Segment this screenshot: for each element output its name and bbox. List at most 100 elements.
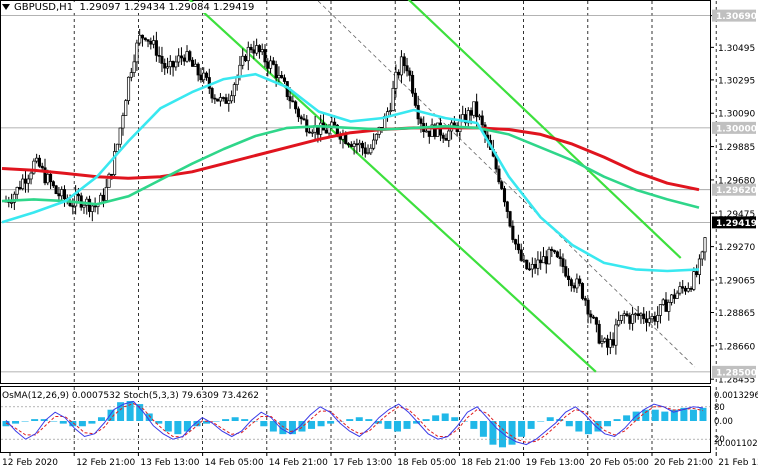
candle-body	[15, 187, 19, 195]
indicator-title: OsMA(12,26,9) 0.0007532 Stoch(5,3,3) 79.…	[2, 391, 259, 401]
candle-body	[369, 147, 373, 154]
osma-bar	[164, 421, 172, 432]
osma-bar	[288, 421, 296, 435]
candle-body	[372, 139, 376, 149]
candle-body	[291, 100, 295, 103]
osma-bar	[393, 421, 401, 432]
candle-body	[569, 279, 573, 286]
candle-body	[199, 74, 203, 81]
candle-body	[553, 250, 557, 253]
moving-averages	[1, 72, 700, 273]
candle-body	[182, 57, 186, 62]
candle-body	[475, 101, 479, 118]
candle-body	[110, 173, 114, 176]
candle-body	[592, 316, 596, 319]
candle-body	[74, 193, 78, 207]
candle-body	[274, 64, 278, 79]
candle-body	[149, 40, 153, 45]
candle-body	[658, 304, 662, 316]
candle-body	[603, 338, 607, 342]
candle-body	[299, 116, 303, 120]
candle-body	[152, 40, 156, 45]
candle-body	[37, 157, 41, 167]
stoch-signal-line	[5, 403, 704, 443]
candle-body	[528, 268, 532, 271]
price-tick-label: 1.29270	[718, 243, 755, 253]
price-tick-label: 1.28455	[718, 376, 755, 386]
candle-body	[575, 278, 579, 289]
candle-body	[447, 130, 451, 141]
candle-body	[605, 338, 610, 348]
osma-bar	[403, 421, 411, 429]
candle-body	[204, 72, 209, 78]
osma-bar	[384, 421, 392, 429]
candle-body	[683, 287, 688, 292]
candle-body	[639, 313, 643, 317]
candle-body	[502, 188, 507, 203]
osma-bar	[269, 421, 277, 432]
osma-bar	[222, 419, 230, 421]
candle-body	[118, 127, 122, 145]
candle-body	[160, 55, 164, 64]
candle-body	[185, 51, 189, 62]
price-axis[interactable]: 1.30690 1.30495 1.30295 1.30090 1.29885 1.296…	[710, 9, 757, 386]
symbol-label: GBPUSD,H1	[14, 2, 74, 13]
level-label: 1.29620	[716, 186, 757, 196]
osma-bar	[174, 421, 182, 435]
candle-body	[260, 49, 264, 53]
candle-body	[411, 74, 415, 94]
candle-body	[246, 46, 250, 62]
osma-bar	[203, 421, 211, 424]
candle-body	[686, 288, 690, 292]
indicator-axis-label: 0.0013296	[714, 391, 758, 401]
candle-body	[202, 72, 206, 81]
osma-bar	[651, 409, 659, 421]
candle-body	[232, 84, 236, 97]
osma-bar	[613, 419, 621, 421]
candle-body	[561, 258, 565, 267]
candle-body	[619, 314, 624, 321]
candle-body	[210, 88, 214, 99]
candle-body	[349, 144, 353, 147]
osma-bar	[136, 404, 144, 421]
osma-bar	[432, 415, 440, 421]
candle-body	[500, 181, 504, 189]
price-tick-label: 1.29680	[718, 176, 755, 186]
candle-body	[252, 49, 256, 54]
candle-body	[93, 205, 97, 208]
candle-body	[580, 283, 585, 299]
osma-bar	[689, 409, 697, 421]
time-tick-label: 14 Feb 05:00	[205, 458, 264, 468]
moving-average-line	[1, 124, 700, 209]
osma-bar	[546, 417, 554, 421]
candle-body	[572, 285, 576, 289]
candle-body	[124, 100, 128, 116]
candle-body	[157, 54, 161, 57]
candle-body	[188, 51, 192, 61]
indicator-axis: 0.0013296 80 20 0.00 -0.001102	[714, 391, 758, 449]
time-axis[interactable]: 12 Feb 2020 12 Feb 21:00 13 Feb 13:00 14 Fe…	[2, 452, 758, 468]
candle-body	[647, 318, 651, 323]
osma-bar	[78, 421, 86, 427]
candle-body	[113, 151, 117, 176]
candle-body	[586, 299, 590, 315]
candle-body	[43, 167, 47, 184]
candle-body	[218, 97, 222, 102]
candle-body	[480, 115, 484, 126]
osma-bar	[212, 421, 220, 422]
candle-body	[90, 205, 94, 212]
candle-body	[266, 61, 270, 69]
dropdown-triangle-icon[interactable]	[2, 4, 10, 10]
time-tick-label: 18 Feb 05:00	[397, 458, 456, 468]
indicator-axis-label: 20	[714, 435, 725, 445]
osma-bar	[670, 409, 678, 421]
candle-body	[82, 204, 86, 208]
candle-body	[408, 70, 412, 76]
price-tick-label: 1.29475	[718, 210, 755, 220]
level-label-box	[712, 9, 756, 22]
candle-body	[681, 286, 685, 289]
candle-body	[469, 110, 473, 116]
osma-bar	[145, 413, 153, 421]
ohlc-values: 1.29097 1.29434 1.29084 1.29419	[79, 2, 255, 13]
